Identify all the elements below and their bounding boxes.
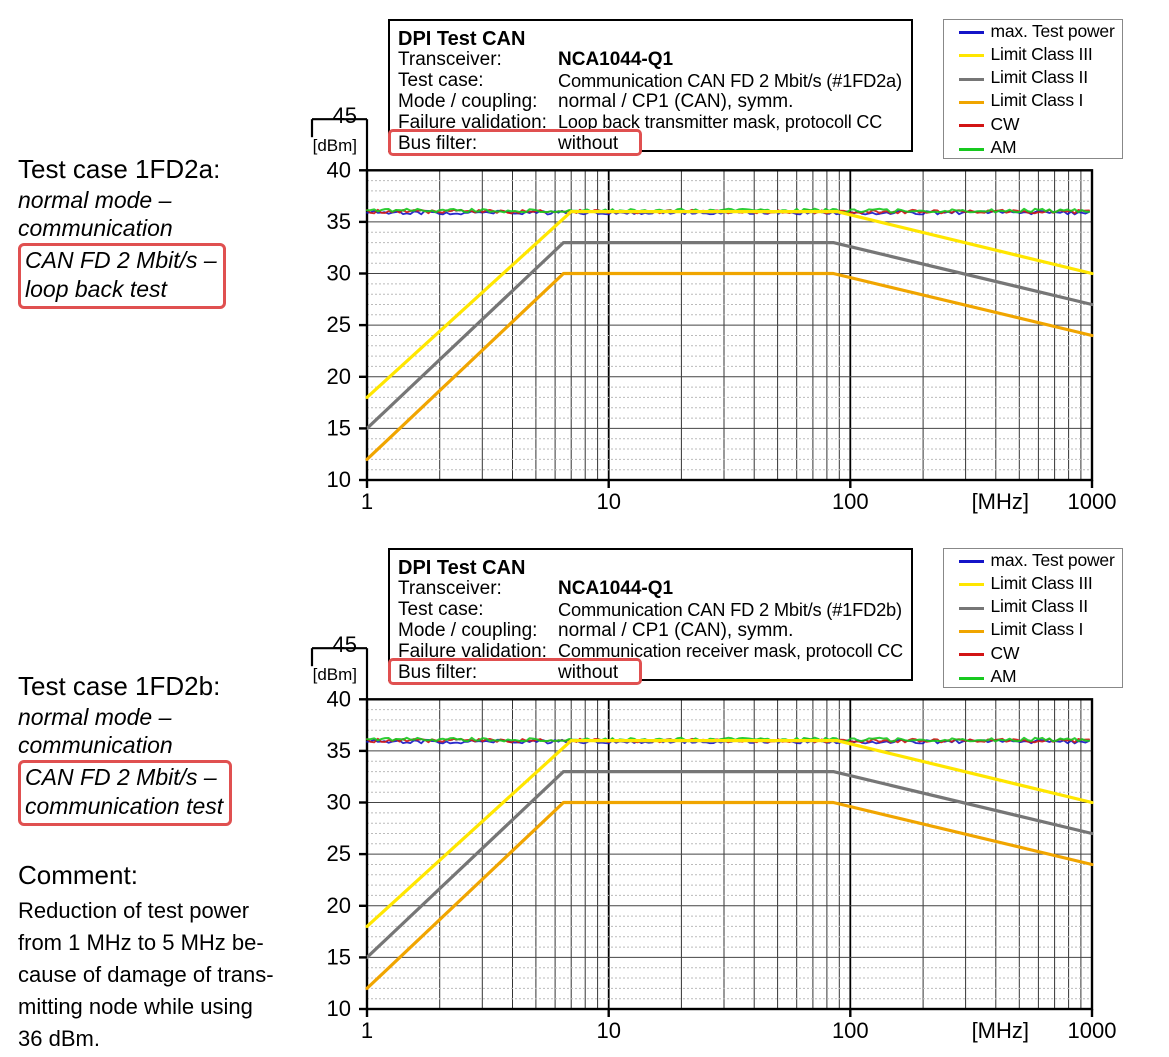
svg-text:[dBm]: [dBm] xyxy=(313,665,357,684)
svg-text:15: 15 xyxy=(327,944,351,969)
svg-text:10: 10 xyxy=(327,996,351,1021)
svg-text:25: 25 xyxy=(327,312,351,337)
svg-text:20: 20 xyxy=(327,364,351,389)
svg-text:100: 100 xyxy=(832,489,869,514)
svg-text:1: 1 xyxy=(361,489,373,514)
svg-text:1000: 1000 xyxy=(1068,1018,1117,1043)
svg-text:35: 35 xyxy=(327,209,351,234)
svg-text:100: 100 xyxy=(832,1018,869,1043)
svg-text:[MHz]: [MHz] xyxy=(972,489,1029,514)
svg-text:25: 25 xyxy=(327,841,351,866)
svg-text:10: 10 xyxy=(596,1018,620,1043)
svg-text:30: 30 xyxy=(327,790,351,815)
svg-text:40: 40 xyxy=(327,686,351,711)
svg-text:[MHz]: [MHz] xyxy=(972,1018,1029,1043)
svg-text:15: 15 xyxy=(327,415,351,440)
svg-text:10: 10 xyxy=(327,467,351,492)
svg-text:30: 30 xyxy=(327,261,351,286)
svg-text:1: 1 xyxy=(361,1018,373,1043)
svg-text:1000: 1000 xyxy=(1068,489,1117,514)
svg-text:40: 40 xyxy=(327,157,351,182)
svg-text:45: 45 xyxy=(333,632,357,657)
svg-text:[dBm]: [dBm] xyxy=(313,136,357,155)
svg-text:45: 45 xyxy=(333,103,357,128)
svg-text:35: 35 xyxy=(327,738,351,763)
svg-text:10: 10 xyxy=(596,489,620,514)
svg-text:20: 20 xyxy=(327,893,351,918)
